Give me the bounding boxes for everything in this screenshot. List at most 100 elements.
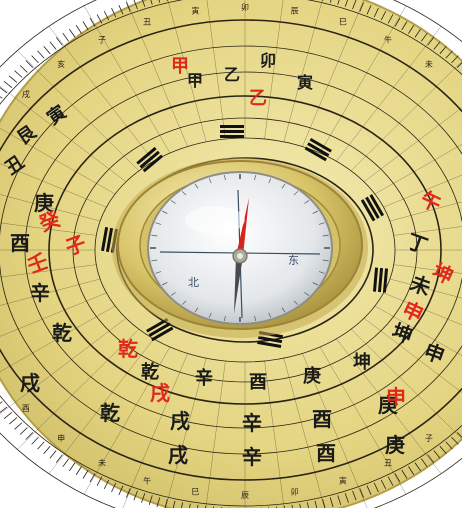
compass-tick <box>293 300 299 305</box>
radial-divider <box>302 0 365 147</box>
compass-tick <box>161 282 168 286</box>
compass-tick <box>170 292 176 296</box>
compass-tick <box>254 315 256 321</box>
compass-tick <box>312 210 319 214</box>
ring-char-top-red: 乙 <box>249 88 267 109</box>
compass-tick <box>181 191 187 196</box>
ring-filler-glyph: 子 <box>98 36 106 45</box>
radial-divider <box>283 0 323 142</box>
fine-tick <box>344 0 348 7</box>
radial-divider <box>383 292 462 326</box>
compass-tick <box>304 200 310 204</box>
fine-tick <box>118 5 124 15</box>
radial-divider <box>0 278 101 306</box>
ring-filler-glyph: 午 <box>143 475 151 485</box>
fine-tick <box>427 454 435 463</box>
radial-divider <box>283 358 325 508</box>
radial-divider <box>17 50 140 171</box>
fine-tick <box>366 485 372 495</box>
fine-tick <box>19 65 28 73</box>
fine-tick <box>283 505 285 508</box>
fine-tick <box>291 504 293 508</box>
fine-tick <box>0 96 3 99</box>
fine-tick <box>164 499 168 508</box>
fine-tick <box>433 41 441 50</box>
radial-divider <box>350 60 462 171</box>
compass-tick <box>281 307 286 313</box>
fine-tick <box>14 70 23 78</box>
fine-tick <box>394 17 401 27</box>
ring-filler-glyph: 丑 <box>384 458 392 467</box>
fine-tick <box>352 0 357 10</box>
ring-char-bottom-red: 申 <box>386 385 406 409</box>
radial-divider <box>264 0 284 139</box>
radial-divider <box>389 201 462 222</box>
fine-tick <box>49 450 57 459</box>
fine-tick <box>456 62 462 68</box>
fine-tick <box>394 473 401 483</box>
compass-glyph-right: 东 <box>288 254 299 267</box>
fine-tick <box>0 401 3 404</box>
fine-tick <box>31 55 39 64</box>
radial-divider <box>393 226 462 236</box>
fine-tick <box>125 488 131 498</box>
fine-tick <box>3 412 13 419</box>
compass-tick <box>155 271 162 274</box>
radial-divider <box>0 222 97 236</box>
fine-tick <box>37 441 45 450</box>
glass-highlight <box>185 206 245 234</box>
radial-divider <box>167 0 207 142</box>
compass-tick <box>224 175 226 181</box>
ring-filler-glyph: 辰 <box>291 7 299 16</box>
trigram-mark <box>304 137 332 162</box>
fine-tick <box>445 441 453 450</box>
fine-tick <box>359 488 365 498</box>
ring-char-bottom-3: 辛 <box>242 445 262 469</box>
fine-tick <box>69 28 76 38</box>
radial-divider <box>206 0 226 139</box>
fine-tick <box>427 37 435 46</box>
radial-divider <box>0 163 107 208</box>
ring-char-bottom-1: 酉 <box>249 372 267 393</box>
compass-tick <box>208 178 212 184</box>
fine-tick <box>156 497 161 508</box>
fine-tick <box>158 0 161 3</box>
fine-tick <box>25 432 34 440</box>
fine-tick <box>133 0 138 10</box>
radial-divider <box>374 305 462 356</box>
radial-divider <box>363 317 462 393</box>
fine-tick <box>3 81 13 88</box>
fine-tick <box>329 497 334 508</box>
fine-tick <box>373 482 379 493</box>
radial-divider <box>264 361 285 508</box>
fine-tick <box>445 50 453 59</box>
fine-tick <box>31 436 39 445</box>
compass-tick <box>181 300 187 305</box>
fine-tick <box>401 469 408 479</box>
radial-divider <box>319 5 407 154</box>
ring-filler-glyph: 未 <box>425 59 433 69</box>
trigram-mark <box>360 194 385 222</box>
fine-tick <box>0 87 8 94</box>
fine-tick <box>421 458 428 468</box>
fine-tick <box>380 11 387 21</box>
fine-tick <box>337 495 342 506</box>
fine-tick <box>103 11 110 21</box>
fine-tick <box>150 0 153 5</box>
fine-tick <box>75 466 82 475</box>
fine-tick <box>82 469 89 479</box>
fine-tick <box>414 28 421 38</box>
fine-tick <box>62 32 69 42</box>
ring-char-bottom-1: 乾 <box>141 361 159 383</box>
ring-filler-glyph: 酉 <box>22 404 30 413</box>
compass-needle-south <box>234 256 243 314</box>
fine-tick <box>401 21 408 31</box>
fine-tick <box>148 495 153 506</box>
ring-char-left: 乾 <box>52 321 72 345</box>
fine-tick <box>55 454 63 463</box>
fine-tick <box>387 476 394 486</box>
ring-char-top: 卯 <box>260 51 276 70</box>
radial-divider <box>336 338 442 474</box>
ring-char-bottom-2: 酉 <box>312 407 332 431</box>
